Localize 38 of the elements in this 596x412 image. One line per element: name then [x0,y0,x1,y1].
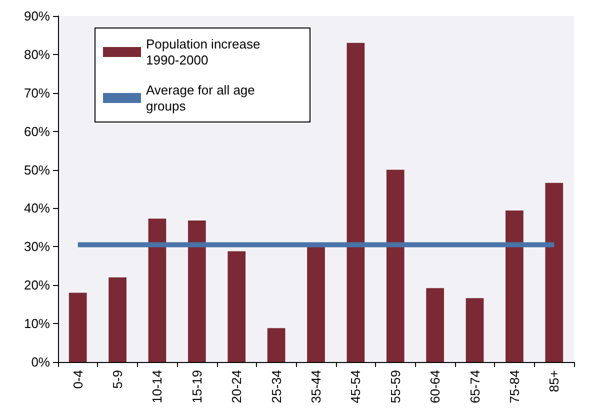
x-tick-label: 65-74 [467,370,482,404]
bar [426,288,444,362]
x-tick-label: 25-34 [268,370,284,404]
bar [506,210,524,362]
y-tick-label: 30% [24,239,50,254]
bar [466,298,484,362]
bar [148,218,166,362]
bar [307,246,325,362]
y-tick-label: 50% [24,162,50,178]
bar [108,277,126,362]
x-tick-label: 75-84 [506,370,522,404]
x-tick-label: 0-4 [70,370,86,389]
x-tick-label: 20-24 [229,370,244,404]
bar [386,170,404,362]
bar [545,182,564,362]
y-tick-label: 40% [24,200,50,216]
bar [346,42,365,362]
legend-label: Population increase 1990-2000 [146,36,264,68]
x-tick-label: 5-9 [110,370,126,389]
y-tick-label: 20% [24,278,50,293]
y-tick-label: 80% [24,46,50,62]
legend-label: Average for all age groups [146,82,258,114]
bar [68,292,87,362]
x-tick-label: 85+ [546,370,562,392]
y-tick-label: 70% [24,85,50,100]
y-tick-label: 60% [24,124,50,139]
x-tick-label: 15-19 [189,370,204,404]
y-tick-label: 0% [31,354,50,370]
bar [267,328,286,362]
x-tick-label: 35-44 [308,370,324,404]
bar [188,220,206,362]
x-tick-label: 55-59 [388,370,403,404]
x-tick-label: 10-14 [150,370,165,404]
x-tick-label: 60-64 [428,370,443,404]
x-tick-label: 45-54 [348,370,364,404]
y-tick-label: 90% [24,8,50,24]
bar [228,251,246,362]
y-tick-label: 10% [24,316,50,332]
